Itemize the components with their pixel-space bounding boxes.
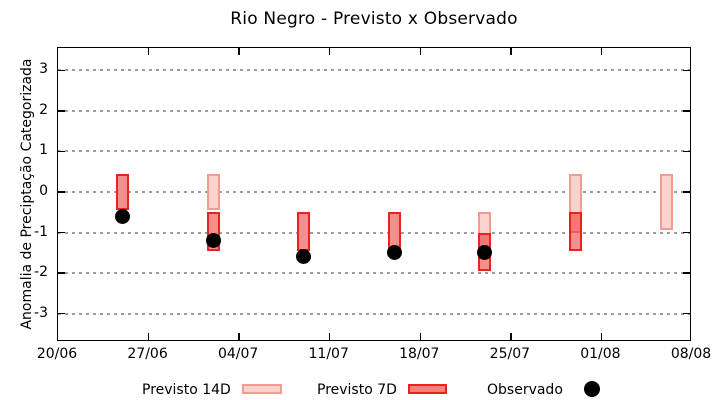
y-tick-right [683,110,690,112]
y-tick-label: 2 [39,101,48,118]
y-tick-right [683,150,690,153]
bar-underlay [206,173,220,211]
x-tick-label: 01/08 [580,346,621,362]
x-tick-label: 08/08 [670,346,712,362]
y-tick-left [58,69,65,72]
legend-label-observado: Observado [487,382,563,398]
x-tick-top [600,48,603,55]
y-tick-left [58,191,65,193]
previsto-14d-bar [206,173,220,211]
y-tick-left [58,150,65,153]
x-tick-bottom [238,333,240,340]
x-tick-bottom [419,333,422,340]
x-tick-label: 04/07 [217,346,259,362]
observado-dot [205,233,221,249]
x-tick-label: 25/07 [489,346,531,362]
gridline-y0 [58,190,690,193]
x-tick-bottom [147,333,150,340]
legend-dot-observado [584,381,600,397]
observado-dot [386,245,402,261]
x-tick-label: 20/06 [36,346,78,362]
x-tick-top [238,48,240,55]
gridline-y-3 [58,312,690,315]
gridline-y2 [58,109,690,112]
y-tick-right [683,272,690,274]
plot-area [57,47,691,341]
y-tick-label: -1 [34,223,48,240]
x-tick-label: 11/07 [308,346,349,362]
y-tick-label: -3 [34,304,48,321]
y-tick-left [58,110,65,112]
gridline-y-2 [58,272,690,275]
legend-swatch-previsto-7d [408,384,447,394]
y-tick-left [58,272,65,274]
x-tick-top [328,48,331,55]
x-tick-label: 27/06 [127,346,168,362]
observado-dot [477,245,493,261]
y-tick-right [683,231,690,234]
y-tick-label: -2 [34,264,48,281]
x-tick-bottom [510,333,512,340]
x-tick-label: 18/07 [399,346,440,362]
previsto-7d-bar [569,212,583,251]
gridline-y-1 [58,231,690,234]
gridline-y1 [58,150,690,153]
observado-dot [296,249,312,265]
chart-title: Rio Negro - Previsto x Observado [230,9,518,29]
bar-underlay [659,173,673,231]
x-tick-bottom [328,333,331,340]
y-tick-right [683,312,690,315]
y-tick-right [683,69,690,72]
x-tick-top [419,48,422,55]
previsto-14d-bar [659,173,673,231]
y-tick-label: 0 [39,182,48,199]
previsto-7d-bar [116,173,130,211]
x-tick-top [510,48,512,55]
previsto-7d-bar [297,212,311,251]
y-tick-label: 3 [39,61,48,78]
y-tick-left [58,312,65,315]
x-tick-top [147,48,150,55]
y-tick-label: 1 [39,142,48,159]
legend-label-previsto-7d: Previsto 7D [317,382,397,398]
y-tick-right [683,191,690,193]
y-tick-left [58,231,65,234]
gridline-y3 [58,69,690,72]
observado-dot [115,208,131,224]
legend-label-previsto-14d: Previsto 14D [142,382,231,398]
x-tick-bottom [600,333,603,340]
legend-swatch-previsto-14d [242,384,282,394]
